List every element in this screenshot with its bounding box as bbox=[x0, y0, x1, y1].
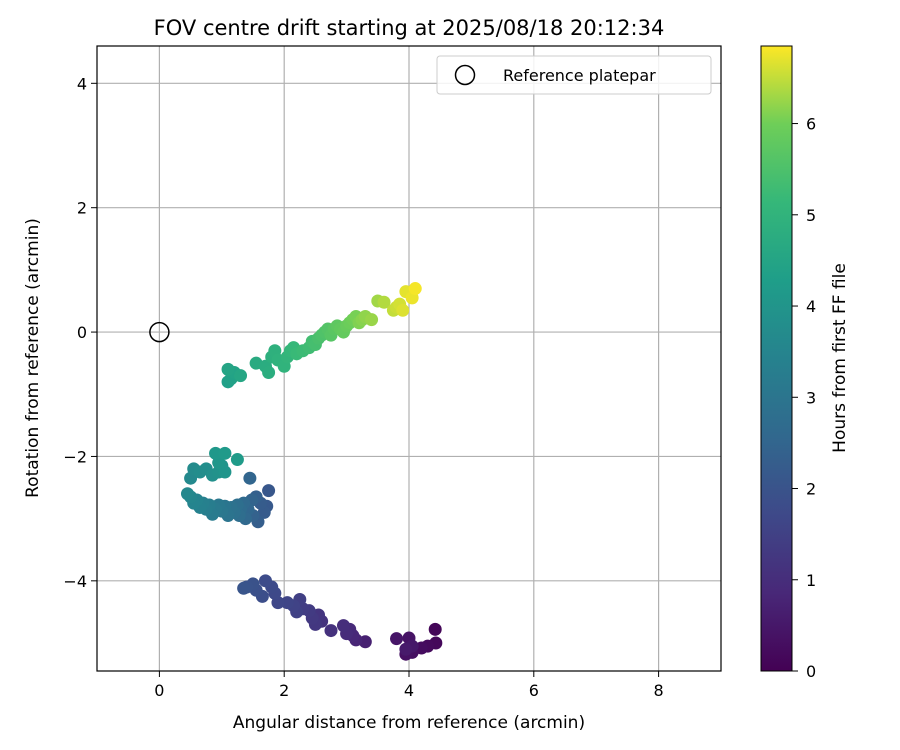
legend-box bbox=[436, 55, 712, 95]
chart-title: FOV centre drift starting at 2025/08/18 … bbox=[154, 16, 665, 40]
x-tick-label: 6 bbox=[529, 681, 539, 700]
data-point bbox=[262, 365, 276, 379]
x-tick-label: 8 bbox=[654, 681, 664, 700]
x-axis-ticks: 0 2 4 6 8 bbox=[154, 671, 664, 700]
y-axis-ticks: −4 −2 0 2 4 bbox=[63, 74, 97, 591]
reference-platepar-marker bbox=[149, 321, 170, 343]
colorbar-gradient bbox=[760, 45, 793, 672]
data-point bbox=[408, 282, 422, 296]
grid-lines bbox=[97, 46, 721, 671]
y-tick-label: 2 bbox=[77, 199, 87, 218]
data-point bbox=[209, 446, 223, 460]
x-tick-label: 4 bbox=[404, 681, 414, 700]
colorbar-ticks: 0 1 2 3 4 5 6 bbox=[792, 115, 816, 681]
data-point bbox=[237, 581, 251, 595]
y-tick-label: −2 bbox=[63, 447, 87, 466]
x-axis-label: Angular distance from reference (arcmin) bbox=[233, 713, 585, 733]
y-tick-label: −4 bbox=[63, 572, 87, 591]
legend-marker-icon bbox=[454, 64, 476, 86]
legend: Reference platepar bbox=[436, 55, 712, 95]
data-point bbox=[243, 471, 257, 485]
colorbar-tick-label: 0 bbox=[806, 662, 816, 681]
data-point bbox=[377, 295, 391, 309]
legend-entry-reference-platepar: Reference platepar bbox=[503, 66, 656, 85]
data-point bbox=[180, 487, 194, 501]
colorbar-label: Hours from first FF file bbox=[830, 263, 850, 453]
data-point bbox=[336, 619, 350, 633]
colorbar-tick-label: 5 bbox=[806, 206, 816, 225]
colorbar: 0 1 2 3 4 5 6 Hours from first FF file bbox=[760, 45, 850, 681]
data-point bbox=[258, 574, 272, 588]
data-point bbox=[262, 484, 276, 498]
x-tick-label: 0 bbox=[154, 681, 164, 700]
data-point bbox=[280, 596, 294, 610]
y-tick-label: 0 bbox=[77, 323, 87, 342]
colorbar-tick-label: 2 bbox=[806, 480, 816, 499]
data-point bbox=[221, 362, 235, 376]
colorbar-tick-label: 4 bbox=[806, 297, 816, 316]
x-tick-label: 2 bbox=[279, 681, 289, 700]
data-point bbox=[324, 624, 338, 638]
data-point bbox=[428, 622, 442, 636]
data-point bbox=[230, 453, 244, 467]
colorbar-tick-label: 6 bbox=[806, 115, 816, 134]
y-axis-label: Rotation from reference (arcmin) bbox=[23, 218, 43, 498]
data-point bbox=[218, 446, 232, 460]
colorbar-tick-label: 1 bbox=[806, 571, 816, 590]
data-point bbox=[218, 465, 232, 479]
data-point bbox=[399, 642, 413, 656]
data-point bbox=[365, 313, 379, 327]
y-tick-label: 4 bbox=[77, 74, 87, 93]
data-point bbox=[234, 369, 248, 383]
data-point bbox=[390, 632, 404, 646]
scatter-points bbox=[180, 282, 443, 661]
colorbar-tick-label: 3 bbox=[806, 388, 816, 407]
data-point bbox=[396, 303, 410, 317]
